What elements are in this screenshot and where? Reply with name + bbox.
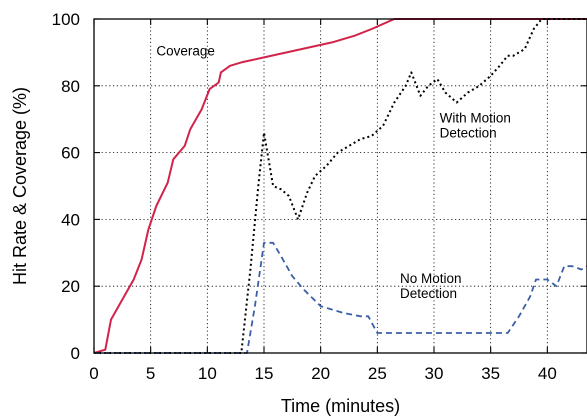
series-label-with-motion-detection: With Motion Detection [440, 111, 511, 141]
y-tick-label: 20 [61, 277, 80, 296]
y-tick-label: 40 [61, 210, 80, 229]
series-label-no-motion-detection: No Motion Detection [400, 271, 462, 301]
series-label-line: With Motion [440, 111, 511, 126]
x-tick-label: 20 [311, 364, 330, 383]
series-label-line: Detection [400, 286, 457, 301]
x-tick-label: 30 [425, 364, 444, 383]
series-layer [93, 18, 587, 354]
y-axis-title: Hit Rate & Coverage (%) [10, 87, 30, 285]
grid [94, 19, 587, 353]
x-tick-label: 35 [481, 364, 500, 383]
x-axis-title: Time (minutes) [281, 396, 400, 416]
x-tick-label: 15 [255, 364, 274, 383]
series-label-line: Coverage [156, 44, 215, 59]
x-tick-label: 0 [89, 364, 98, 383]
series-label-coverage: Coverage [156, 44, 215, 59]
x-tick-label: 10 [198, 364, 217, 383]
series-line-coverage [93, 18, 587, 354]
x-tick-label: 40 [538, 364, 557, 383]
y-tick-label: 80 [61, 77, 80, 96]
x-tick-label: 5 [146, 364, 155, 383]
plot-frame [93, 18, 587, 354]
y-tick-label: 0 [71, 344, 80, 363]
ticks: 0 5 10 15 20 25 30 35 40 0 20 40 60 80 100 [52, 10, 587, 383]
y-tick-label: 60 [61, 144, 80, 163]
series-line-with-motion-detection [94, 18, 587, 354]
series-label-line: Detection [440, 126, 497, 141]
series-line-no-motion-detection [94, 241, 587, 354]
y-tick-label: 100 [52, 10, 80, 29]
series-label-line: No Motion [400, 271, 462, 286]
x-tick-label: 25 [368, 364, 387, 383]
